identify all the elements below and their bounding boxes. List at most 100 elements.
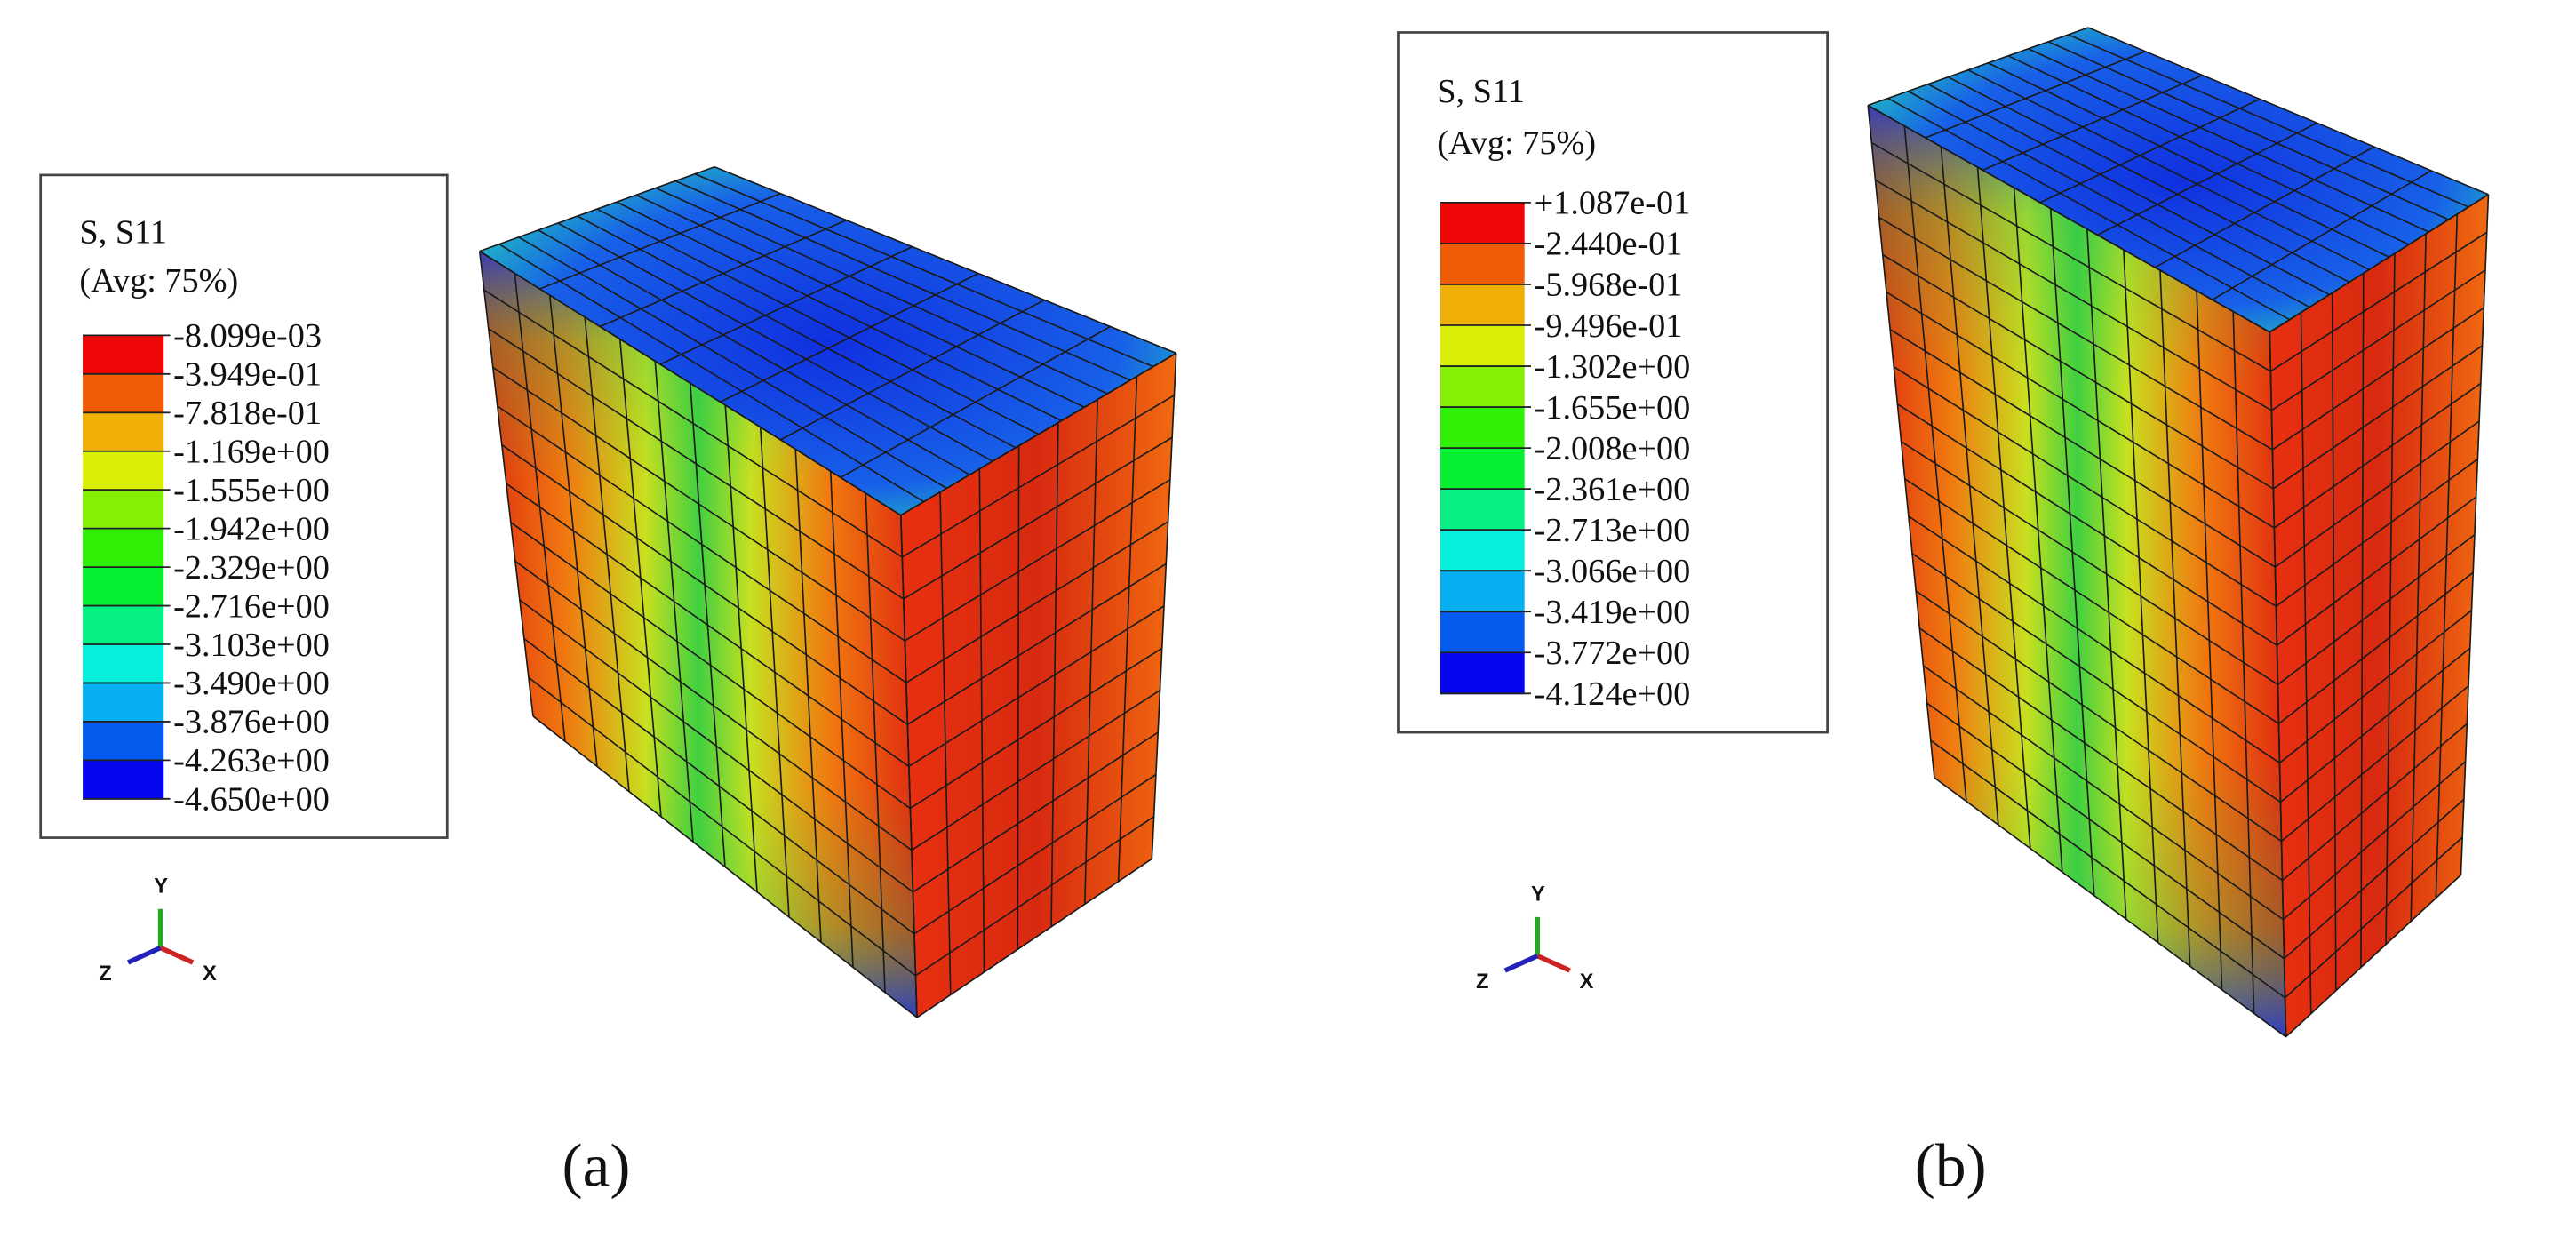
cube-front-shade (479, 251, 917, 1018)
mesh-line (2269, 231, 2488, 372)
mesh-line (1923, 665, 2284, 921)
color-band (83, 567, 164, 607)
mesh-line (1901, 441, 2278, 685)
mesh-line (1870, 141, 2271, 372)
mesh-line (479, 166, 715, 252)
legend-label: -2.440e-01 (1535, 226, 1683, 263)
mesh-line (2277, 533, 2476, 685)
mesh-line (2276, 496, 2477, 646)
mesh-line (659, 245, 913, 365)
mesh-line (528, 676, 916, 977)
legend-title: S, S11 (1437, 73, 1525, 110)
mesh-line (2285, 874, 2462, 1038)
axis-label: Y (154, 875, 168, 899)
mesh-line (694, 172, 1154, 368)
mesh-line (655, 187, 1108, 395)
legend-label: -3.103e+00 (173, 627, 330, 664)
axis-z (127, 946, 162, 965)
mesh-line (912, 731, 1159, 893)
mesh-line (903, 436, 1173, 600)
mesh-line (497, 405, 907, 683)
mesh-line (674, 180, 1131, 381)
mesh-line (2284, 836, 2463, 999)
mesh-line (720, 272, 979, 403)
color-band (1440, 407, 1525, 450)
mesh-line (714, 166, 1177, 355)
axis-x (159, 946, 195, 965)
mesh-line (2039, 98, 2261, 204)
panel: S, S11 (Avg: 75%) +1.087e-01 -2.440e-01 -5.9… (1397, 27, 2490, 1200)
mesh-line (596, 208, 1040, 435)
legend-label: -1.942e+00 (173, 510, 330, 547)
mesh-line (2274, 420, 2480, 568)
mesh-line (1867, 27, 2089, 107)
mesh-line (1947, 76, 2350, 284)
axis-z (1503, 954, 1539, 973)
mesh-line (2271, 307, 2484, 451)
legend-label: -2.713e+00 (1535, 512, 1691, 549)
legend-label: -4.124e+00 (1535, 675, 1691, 713)
color-band (83, 451, 164, 491)
mesh-line (2281, 723, 2468, 882)
mesh-line (506, 483, 910, 768)
mesh-line (909, 647, 1163, 810)
color-band (1440, 284, 1525, 326)
mesh-line (510, 522, 911, 810)
mesh-line (1918, 627, 2283, 882)
mesh-line (523, 637, 915, 935)
mesh-line (779, 299, 1045, 441)
mesh-line (539, 192, 781, 290)
mesh-line (532, 715, 918, 1018)
mesh-line (1875, 179, 2272, 411)
mesh-line (2212, 170, 2432, 300)
panel: S, S11 (Avg: 75%) -8.099e-03-3.949e-01-7.8… (39, 166, 1177, 1200)
mesh-line (501, 443, 908, 725)
color-band (1440, 324, 1525, 367)
mesh-line (2283, 798, 2465, 960)
mesh-line (1887, 97, 2291, 321)
mesh-line (2278, 610, 2473, 764)
mesh-line (492, 366, 905, 642)
mesh-line (916, 858, 1152, 1018)
color-band (1440, 611, 1525, 654)
color-band (83, 335, 164, 375)
mesh-line (2269, 194, 2489, 333)
color-band (1440, 571, 1525, 613)
mesh-line (498, 243, 925, 503)
mesh-line (538, 229, 970, 475)
legend-subtitle: (Avg: 75%) (79, 262, 238, 300)
color-band (83, 683, 164, 723)
mesh-line (1927, 83, 2330, 296)
mesh-line (2272, 345, 2484, 490)
mesh-line (908, 605, 1165, 768)
axis-label: Y (1531, 883, 1545, 907)
mesh-line (2277, 571, 2474, 724)
mesh-line (1893, 366, 2277, 607)
axis-x (1536, 954, 1571, 973)
color-band (1440, 202, 1525, 244)
mesh-line (2028, 48, 2429, 233)
mesh-line (1889, 329, 2276, 568)
mesh-line (1904, 478, 2279, 725)
color-band (1440, 652, 1525, 695)
legend-label: -1.302e+00 (1535, 348, 1691, 386)
legend-label: -1.555e+00 (173, 472, 330, 509)
color-band (1440, 530, 1525, 572)
color-band (1440, 243, 1525, 285)
axis-label: Z (99, 962, 111, 986)
mesh-line (483, 289, 903, 558)
mesh-line (1907, 90, 2310, 308)
legend-label: -4.650e+00 (173, 781, 330, 819)
mesh-line (911, 689, 1160, 851)
legend-label: -2.329e+00 (173, 549, 330, 587)
mesh-line (557, 222, 993, 462)
mesh-line (1967, 68, 2370, 271)
color-band (83, 605, 164, 645)
mesh-line (635, 194, 1085, 408)
color-band (1440, 448, 1525, 491)
mesh-line (901, 395, 1175, 558)
legend-label: -3.772e+00 (1535, 635, 1691, 672)
mesh-line (1882, 253, 2274, 490)
axis-label: X (1580, 970, 1594, 994)
mesh-line (1926, 702, 2285, 960)
